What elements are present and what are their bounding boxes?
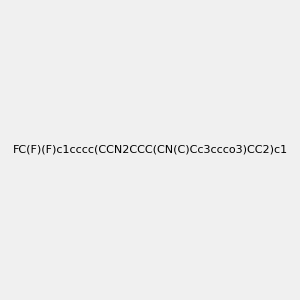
Text: FC(F)(F)c1cccc(CCN2CCC(CN(C)Cc3ccco3)CC2)c1: FC(F)(F)c1cccc(CCN2CCC(CN(C)Cc3ccco3)CC2… <box>12 145 288 155</box>
